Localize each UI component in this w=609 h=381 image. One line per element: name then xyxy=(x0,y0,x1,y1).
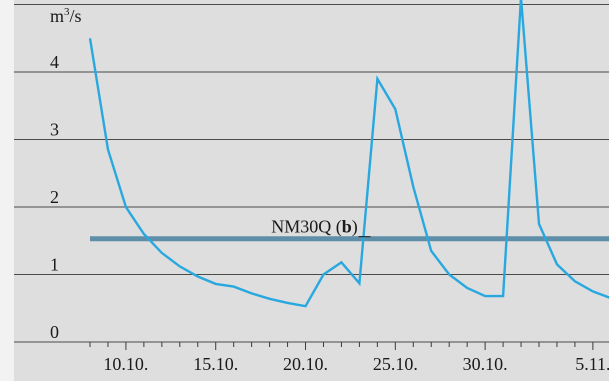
x-tick-label: 5.11. xyxy=(575,354,609,374)
y-tick-label: 2 xyxy=(50,187,59,207)
left-margin-strip xyxy=(0,0,14,381)
x-tick-label: 10.10. xyxy=(103,354,148,374)
y-tick-label: 3 xyxy=(50,120,59,140)
y-tick-label: 4 xyxy=(50,52,59,72)
x-tick-label: 25.10. xyxy=(373,354,418,374)
x-axis xyxy=(89,342,594,350)
y-tick-label: 1 xyxy=(50,255,59,275)
y-unit-label: m3/s xyxy=(50,6,82,26)
x-tick-label: 15.10. xyxy=(193,354,238,374)
nm30q-label: NM30Q (b) xyxy=(271,217,358,238)
labels-group: 0 1 2 3 4 m3/s 10.10. 15.10. 20.10. 25.10. 30.10. 5… xyxy=(50,6,609,374)
x-tick-label: 20.10. xyxy=(283,354,328,374)
gridlines xyxy=(14,4,609,343)
series-group xyxy=(88,0,609,308)
y-tick-label: 0 xyxy=(50,322,59,342)
discharge-series-line xyxy=(88,0,609,308)
x-tick-label: 30.10. xyxy=(463,354,508,374)
